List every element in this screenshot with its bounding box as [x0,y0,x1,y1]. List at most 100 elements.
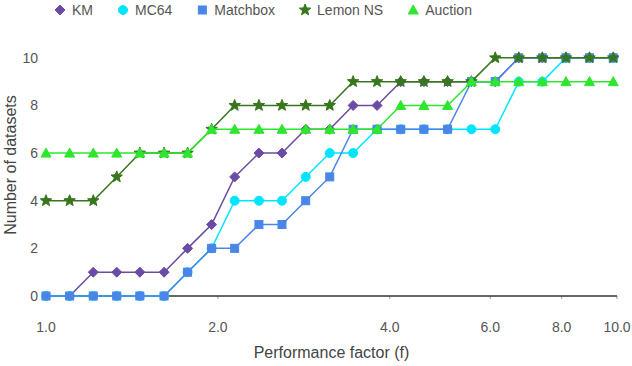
tick-label: 0 [30,288,38,304]
tick-label: 6 [30,145,38,161]
tick-label: 2.0 [208,319,228,335]
marker [254,196,263,205]
marker [538,77,547,86]
marker [230,196,239,205]
marker [537,53,547,63]
marker [490,52,501,63]
marker [348,124,358,133]
marker [135,267,145,277]
marker [467,125,476,134]
chart: 02468101.02.04.06.08.010.0Performance fa… [0,0,632,366]
marker [207,124,217,133]
marker [230,124,240,133]
marker [136,292,144,300]
marker [584,52,595,63]
series-line [46,58,613,296]
marker [347,76,358,87]
marker [40,195,51,206]
marker [442,76,453,87]
tick-label: 10 [22,50,38,66]
marker [371,76,382,87]
marker [231,244,239,252]
marker [514,77,523,86]
marker [135,148,145,157]
marker [64,195,75,206]
marker [560,52,571,63]
marker [372,124,382,133]
marker [349,125,357,133]
marker [230,172,240,182]
tick-label: 4.0 [380,319,400,335]
marker [300,99,311,110]
tick-label: 8 [30,97,38,113]
marker [88,195,99,206]
marker [561,77,571,86]
series-line [46,58,613,296]
marker [111,171,122,182]
tick [43,57,46,58]
legend-label: Lemon NS [317,2,383,18]
marker [41,291,51,301]
marker [396,125,405,134]
marker [301,172,310,181]
marker [419,100,429,109]
tick-label: 10.0 [603,319,630,335]
marker [65,292,74,301]
legend: KMMC64MatchboxLemon NSAuction [55,2,472,18]
tick-label: 1.0 [36,319,56,335]
marker [396,77,406,87]
marker [513,52,524,63]
series-line [46,82,613,153]
marker [255,221,263,229]
marker [88,267,98,277]
marker [491,125,500,134]
legend-label: Matchbox [214,2,275,18]
marker [419,77,429,87]
legend-label: Auction [425,2,472,18]
plot-area [40,52,619,301]
marker [278,221,286,229]
marker [395,76,406,87]
marker [66,292,74,300]
tick [43,248,46,249]
marker [65,148,75,157]
marker [42,292,50,300]
marker [183,268,192,277]
marker [537,77,547,86]
marker [135,292,144,301]
marker [584,77,594,86]
marker [65,291,75,301]
marker [208,244,216,252]
marker [41,148,51,157]
marker [207,220,217,230]
marker [466,77,476,86]
legend-marker [55,5,65,15]
tick-label: 4 [30,193,38,209]
marker [325,124,335,133]
marker [112,148,122,157]
marker [253,99,264,110]
marker [419,125,428,134]
marker [229,99,240,110]
marker [89,292,97,300]
marker [160,292,169,301]
marker [537,52,548,63]
marker [348,100,358,110]
marker [349,149,358,158]
marker [326,173,334,181]
legend-marker [299,4,310,15]
marker [112,292,121,301]
tick [43,105,46,106]
tick-label: 8.0 [552,319,572,335]
marker [443,100,453,109]
marker [608,53,618,63]
marker [184,268,192,276]
series-line [46,58,613,296]
marker [277,148,287,158]
marker [514,53,524,63]
series-line [46,58,613,201]
marker [113,292,121,300]
tick-label: 6.0 [481,319,501,335]
marker [207,244,216,253]
marker [159,148,169,157]
